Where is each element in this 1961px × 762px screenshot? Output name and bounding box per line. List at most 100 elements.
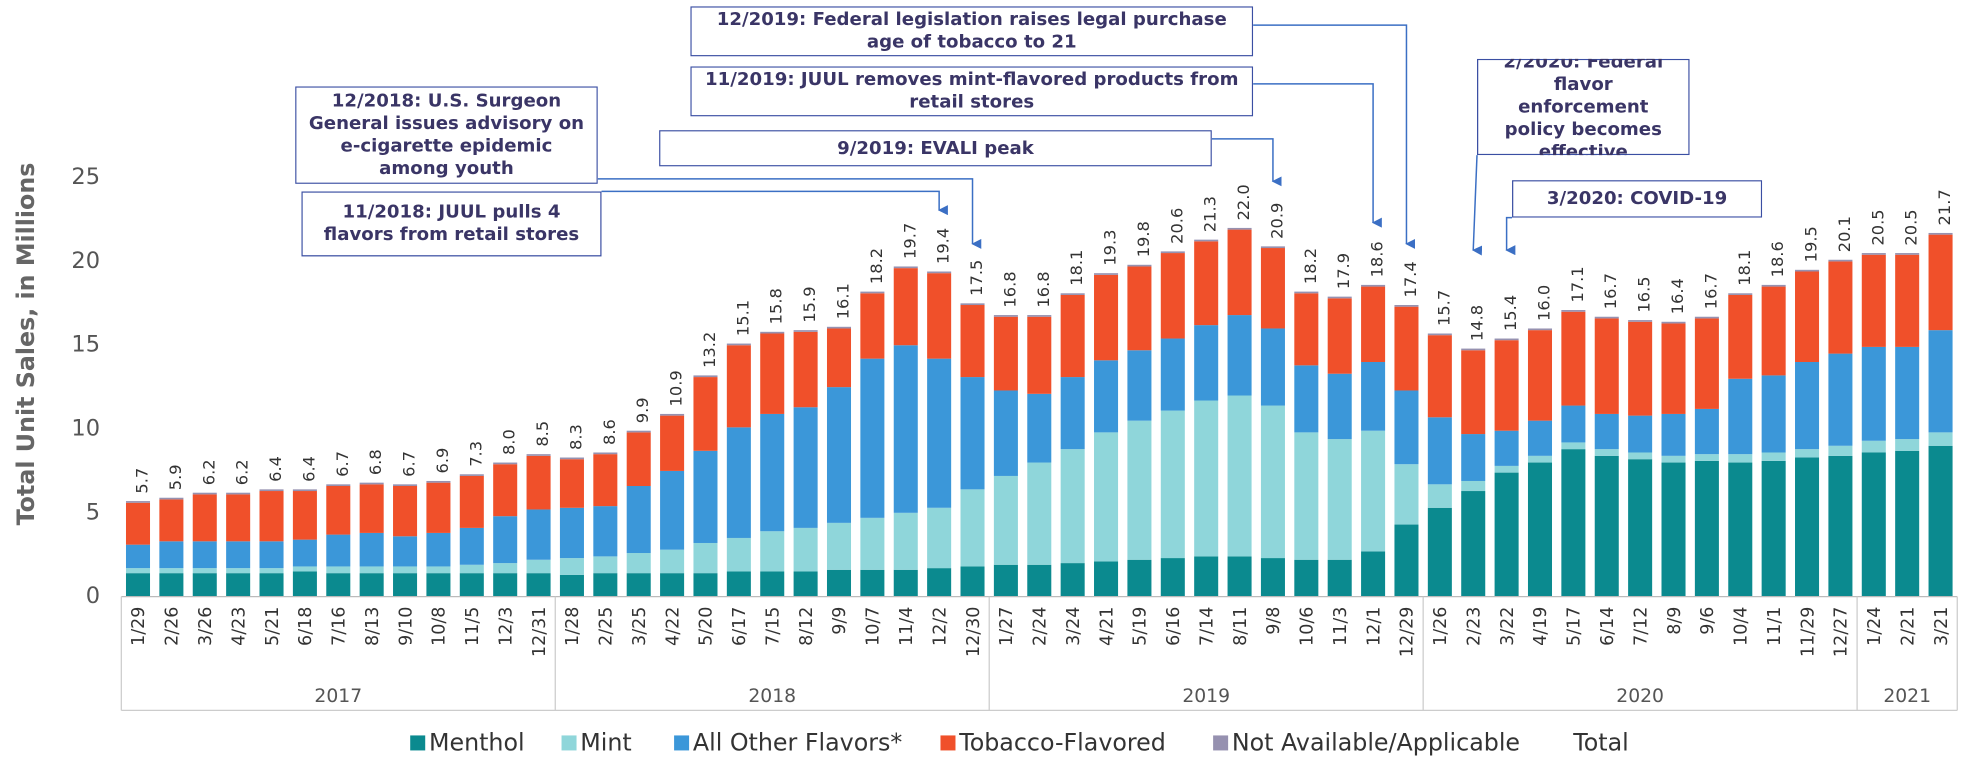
bar-segment bbox=[1561, 449, 1586, 597]
total-label: 17.9 bbox=[1334, 253, 1353, 289]
bar-segment bbox=[426, 482, 451, 533]
bar-segment bbox=[1260, 328, 1285, 406]
bar-segment bbox=[1394, 306, 1419, 391]
total-label: 18.2 bbox=[867, 248, 886, 284]
bar-segment bbox=[226, 541, 251, 569]
annotation-arrow bbox=[1211, 138, 1282, 187]
legend-label: Total bbox=[1572, 729, 1628, 757]
x-tick-label: 8/13 bbox=[363, 607, 383, 646]
x-tick-label: 7/15 bbox=[763, 607, 783, 646]
total-label: 19.4 bbox=[934, 228, 953, 264]
bar-segment bbox=[993, 390, 1018, 476]
bar-segment bbox=[192, 573, 217, 597]
bar-segment bbox=[259, 491, 284, 542]
bar-segment bbox=[893, 569, 918, 597]
bar-segment bbox=[526, 559, 551, 574]
total-label: 8.3 bbox=[566, 424, 585, 450]
bar-segment bbox=[1694, 460, 1719, 597]
bar-segment bbox=[1728, 294, 1753, 379]
bar-segment bbox=[326, 484, 351, 487]
total-label: 15.7 bbox=[1434, 290, 1453, 326]
bar-segment bbox=[359, 482, 384, 485]
bar-segment bbox=[259, 489, 284, 492]
bar-segment bbox=[1127, 350, 1152, 421]
total-label: 5.9 bbox=[166, 464, 185, 490]
bar-segment bbox=[1594, 455, 1619, 597]
bar-segment bbox=[1895, 439, 1920, 451]
bar-segment bbox=[726, 427, 751, 538]
x-tick-label: 2/23 bbox=[1464, 607, 1484, 646]
bar-segment bbox=[760, 571, 785, 597]
bar-segment bbox=[1461, 434, 1486, 481]
bar-segment bbox=[559, 459, 584, 508]
bar-segment bbox=[1027, 462, 1052, 565]
bar-segment bbox=[1461, 350, 1486, 435]
total-label: 16.7 bbox=[1701, 273, 1720, 309]
bar-segment bbox=[1027, 315, 1052, 317]
bar-segment bbox=[1561, 310, 1586, 312]
legend-label: Not Available/Applicable bbox=[1232, 729, 1520, 757]
total-label: 20.6 bbox=[1167, 208, 1186, 244]
legend-swatch bbox=[410, 735, 426, 751]
x-tick-label: 10/8 bbox=[430, 607, 450, 646]
bar-segment bbox=[693, 377, 718, 451]
total-label: 17.5 bbox=[967, 260, 986, 296]
bar-segment bbox=[760, 531, 785, 572]
bar-segment bbox=[1394, 305, 1419, 307]
bar-segment bbox=[1895, 254, 1920, 347]
bar-segment bbox=[693, 375, 718, 378]
bar-segment bbox=[292, 489, 317, 492]
total-label: 16.8 bbox=[1034, 271, 1053, 307]
x-tick-label: 4/22 bbox=[663, 607, 683, 646]
bar-segment bbox=[693, 573, 718, 597]
bar-segment bbox=[760, 333, 785, 414]
x-tick-label: 12/29 bbox=[1398, 607, 1418, 657]
bar-segment bbox=[426, 573, 451, 597]
bar-segment bbox=[960, 377, 985, 490]
bar-segment bbox=[1027, 316, 1052, 394]
bar-segment bbox=[393, 484, 418, 487]
bar-segment bbox=[359, 566, 384, 574]
bar-segment bbox=[125, 502, 151, 545]
bar-segment bbox=[159, 499, 184, 542]
bar-segment bbox=[1628, 321, 1653, 416]
bar-segment bbox=[1127, 420, 1152, 560]
bar-segment bbox=[1628, 459, 1653, 597]
total-label: 16.1 bbox=[833, 283, 852, 319]
annotation: 11/2018: JUUL pulls 4 flavors from retai… bbox=[301, 191, 602, 257]
bar-segment bbox=[159, 497, 184, 500]
annotation: 11/2019: JUUL removes mint-flavored prod… bbox=[690, 66, 1254, 117]
total-label: 6.8 bbox=[366, 449, 385, 475]
legend-swatch bbox=[674, 735, 690, 751]
annotation: 12/2019: Federal legislation raises lega… bbox=[690, 6, 1254, 57]
annotation-text: 12/2018: U.S. Surgeon General issues adv… bbox=[295, 86, 598, 184]
bar-segment bbox=[1928, 234, 1953, 331]
x-tick-label: 1/27 bbox=[997, 607, 1017, 646]
y-axis-title: Total Unit Sales, in Millions bbox=[12, 163, 40, 526]
bar-segment bbox=[1561, 311, 1586, 406]
bar-segment bbox=[1260, 405, 1285, 559]
bar-segment bbox=[1127, 264, 1152, 267]
bar-segment bbox=[1895, 253, 1920, 255]
bar-segment bbox=[726, 571, 751, 597]
annotation-arrow bbox=[597, 178, 982, 249]
bar-segment bbox=[1060, 293, 1085, 295]
bar-segment bbox=[1661, 321, 1686, 324]
bar-segment bbox=[292, 539, 317, 567]
bar-segment bbox=[760, 331, 785, 334]
x-tick-label: 7/12 bbox=[1631, 607, 1651, 646]
bar-segment bbox=[626, 432, 651, 487]
total-label: 18.1 bbox=[1735, 250, 1754, 286]
total-label: 19.3 bbox=[1101, 229, 1120, 265]
bar-segment bbox=[1694, 454, 1719, 461]
total-label: 9.9 bbox=[633, 397, 652, 423]
bar-segment bbox=[192, 541, 217, 569]
x-tick-label: 9/10 bbox=[396, 607, 416, 646]
total-label: 20.9 bbox=[1267, 203, 1286, 239]
bar-segment bbox=[526, 455, 551, 510]
x-tick-label: 8/11 bbox=[1231, 607, 1251, 646]
bar-segment bbox=[660, 573, 685, 597]
x-tick-label: 7/14 bbox=[1197, 607, 1217, 646]
annotation: 3/2020: COVID-19 bbox=[1512, 180, 1763, 218]
